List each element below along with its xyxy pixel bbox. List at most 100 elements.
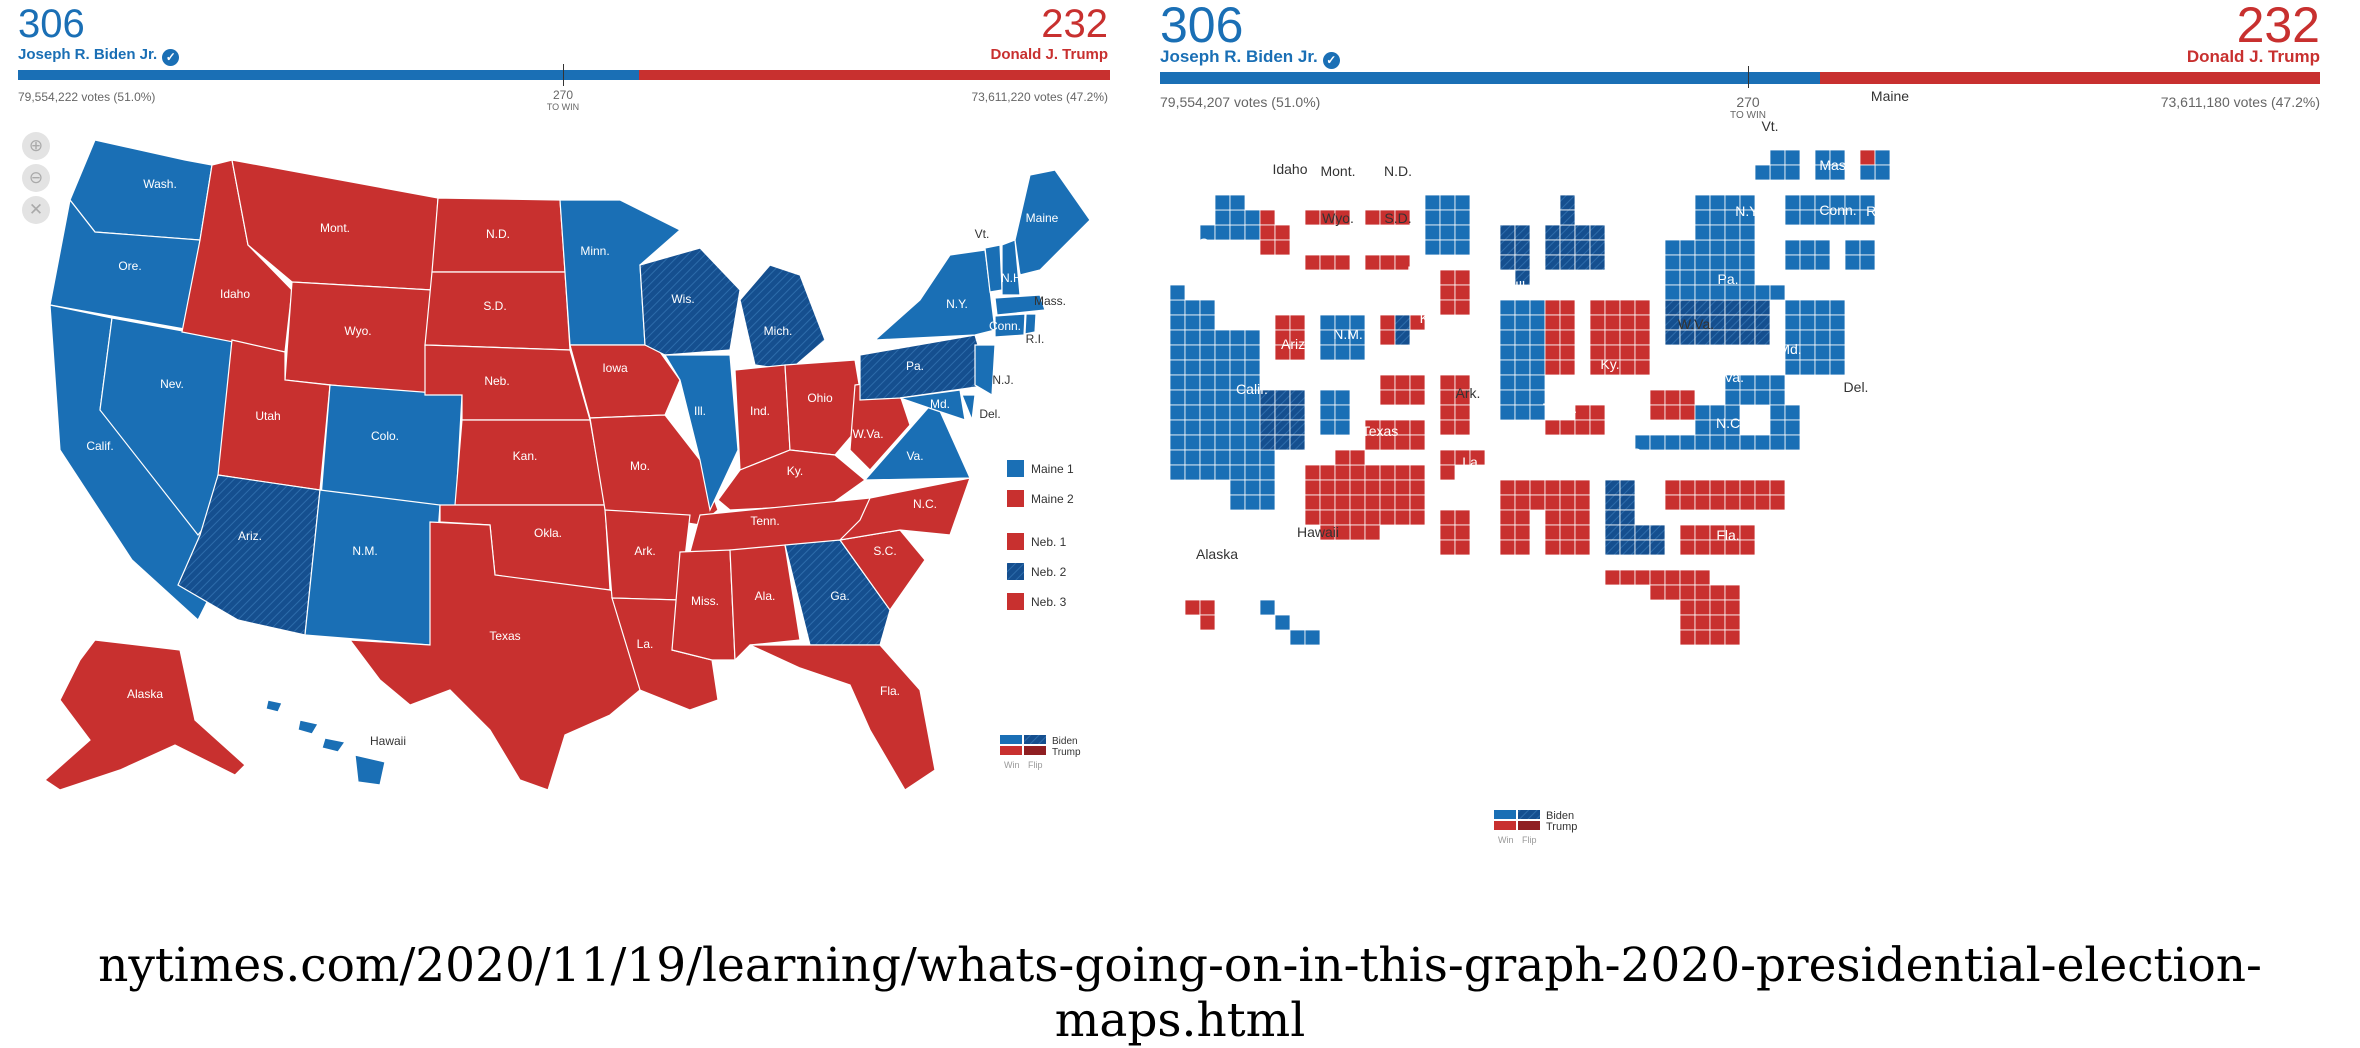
electoral-vote-cell — [1199, 359, 1216, 376]
state-ill[interactable] — [663, 354, 739, 512]
electoral-vote-cell — [1424, 239, 1441, 256]
electoral-vote-cell — [1559, 239, 1576, 256]
state-wis[interactable] — [639, 247, 741, 356]
key-flip-label: Flip — [1522, 835, 1537, 845]
state-mich[interactable] — [739, 264, 826, 371]
cartogram-state-label: Maine — [1871, 88, 1909, 104]
zoom-out-icon[interactable]: ⊖ — [22, 164, 50, 192]
state-conn[interactable] — [994, 313, 1026, 338]
state-label: Mich. — [764, 324, 793, 338]
electoral-vote-cell — [1724, 419, 1741, 436]
electoral-vote-cell — [1634, 329, 1651, 346]
electoral-vote-cell — [1514, 374, 1531, 391]
state-fla[interactable] — [749, 644, 936, 791]
electoral-vote-cell — [1229, 344, 1246, 361]
electoral-vote-cell — [1214, 374, 1231, 391]
electoral-vote-cell — [1739, 479, 1756, 496]
state-nj[interactable] — [974, 344, 996, 397]
state-pa[interactable] — [859, 334, 991, 401]
state-texas[interactable] — [348, 521, 641, 791]
state-iowa[interactable] — [569, 344, 681, 419]
state-wyo[interactable] — [284, 281, 433, 396]
electoral-vote-cell — [1769, 479, 1786, 496]
electoral-vote-cell — [1604, 569, 1621, 586]
electoral-vote-cell — [1574, 524, 1591, 541]
electoral-vote-cell — [1769, 149, 1786, 166]
electoral-vote-cell — [1754, 284, 1771, 301]
state-ala[interactable] — [729, 544, 801, 662]
electoral-vote-cell — [1334, 524, 1351, 541]
state-hawaii[interactable] — [265, 699, 386, 786]
electoral-vote-cell — [1859, 239, 1876, 256]
state-nm[interactable] — [304, 489, 441, 646]
electoral-vote-cell — [1664, 329, 1681, 346]
electoral-vote-cell — [1859, 209, 1876, 226]
electoral-vote-cell — [1379, 494, 1396, 511]
electoral-vote-cell — [1679, 239, 1696, 256]
key-trump-flip-swatch — [1518, 821, 1540, 830]
cartogram-state-label: Ark. — [1456, 385, 1481, 401]
state-mass[interactable] — [994, 294, 1046, 316]
state-alaska[interactable] — [44, 639, 246, 791]
electoral-vote-cell — [1439, 449, 1456, 466]
electoral-vote-cell — [1184, 599, 1201, 616]
electoral-vote-cell — [1559, 344, 1576, 361]
state-label: Tenn. — [750, 514, 779, 528]
electoral-vote-cell — [1544, 299, 1561, 316]
electoral-vote-cell — [1169, 449, 1186, 466]
electoral-vote-cell — [1169, 404, 1186, 421]
biden-name: Joseph R. Biden Jr. ✓ — [18, 46, 180, 66]
electoral-vote-cell — [1169, 464, 1186, 481]
zoom-in-icon[interactable]: ⊕ — [22, 132, 50, 160]
state-ohio[interactable] — [784, 359, 866, 456]
electoral-vote-cell — [1424, 224, 1441, 241]
electoral-vote-cell — [1859, 164, 1876, 181]
electoral-vote-cell — [1739, 434, 1756, 451]
electoral-vote-cell — [1769, 419, 1786, 436]
electoral-vote-cell — [1259, 494, 1276, 511]
electoral-vote-cell — [1499, 479, 1516, 496]
electoral-vote-cell — [1184, 344, 1201, 361]
state-md[interactable] — [899, 389, 966, 421]
state-ky[interactable] — [717, 449, 866, 511]
state-ri[interactable] — [1024, 313, 1037, 335]
electoral-vote-cell — [1229, 464, 1246, 481]
electoral-vote-cell — [1604, 509, 1621, 526]
electoral-vote-cell — [1244, 464, 1261, 481]
electoral-vote-cell — [1244, 449, 1261, 466]
electoral-vote-cell — [1619, 359, 1636, 376]
electoral-vote-cell — [1694, 614, 1711, 631]
state-ga[interactable] — [784, 539, 891, 646]
biden-electoral-votes: 306 — [1160, 0, 1244, 53]
electoral-vote-cell — [1799, 194, 1816, 211]
electoral-vote-cell — [1409, 494, 1426, 511]
state-ny[interactable] — [873, 249, 996, 341]
state-maine[interactable] — [1014, 169, 1091, 276]
electoral-vote-cell — [1679, 584, 1696, 601]
reset-icon[interactable]: ✕ — [22, 196, 50, 224]
electoral-vote-cell — [1349, 479, 1366, 496]
state-del[interactable] — [961, 394, 976, 421]
electoral-vote-cell — [1319, 404, 1336, 421]
electoral-vote-cell — [1514, 404, 1531, 421]
electoral-vote-cell — [1454, 194, 1471, 211]
electoral-vote-cell — [1289, 389, 1306, 406]
electoral-vote-cell — [1259, 434, 1276, 451]
electoral-vote-cell — [1274, 314, 1291, 331]
state-wash[interactable] — [69, 139, 213, 241]
state-miss[interactable] — [671, 549, 736, 661]
electoral-vote-cell — [1259, 464, 1276, 481]
state-label: R.I. — [1026, 332, 1045, 346]
electoral-vote-cell — [1784, 149, 1801, 166]
electoral-vote-cell — [1199, 314, 1216, 331]
electoral-vote-cell — [1364, 509, 1381, 526]
electoral-vote-cell — [1724, 584, 1741, 601]
state-label: N.C. — [913, 497, 937, 511]
electoral-vote-cell — [1394, 374, 1411, 391]
electoral-vote-cell — [1709, 494, 1726, 511]
electoral-vote-cell — [1664, 479, 1681, 496]
electoral-vote-cell — [1394, 464, 1411, 481]
electoral-vote-cell — [1439, 509, 1456, 526]
electoral-vote-cell — [1769, 284, 1786, 301]
state-nh[interactable] — [1001, 239, 1021, 296]
